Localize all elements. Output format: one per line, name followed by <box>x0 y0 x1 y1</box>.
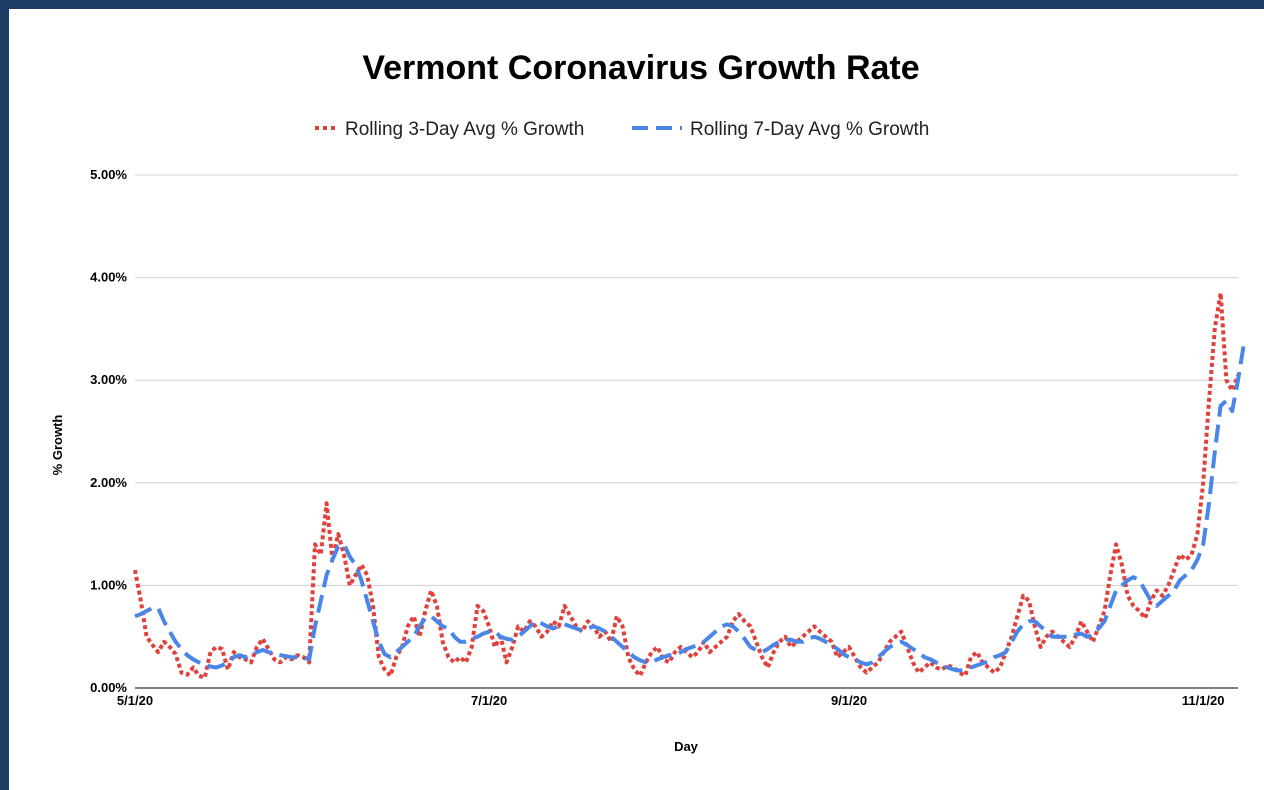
x-tick-label: 7/1/20 <box>471 693 507 708</box>
legend-label-7-day: Rolling 7-Day Avg % Growth <box>690 119 929 140</box>
legend: Rolling 3-Day Avg % Growth Rolling 7-Day… <box>315 119 929 140</box>
grid-lines <box>135 174 1238 586</box>
y-tick-label: 2.00% <box>90 475 127 490</box>
chart-frame: Vermont Coronavirus Growth Rate Rolling … <box>9 9 1264 790</box>
y-tick-label: 0.00% <box>90 680 127 695</box>
series-line-3-day <box>133 291 1240 680</box>
x-axis-title: Day <box>674 739 699 754</box>
series-line-7-day <box>134 343 1246 673</box>
x-axis-ticks: 5/1/20 7/1/20 9/1/20 11/1/20 <box>117 693 1225 708</box>
y-tick-label: 3.00% <box>90 372 127 387</box>
y-axis-ticks: 0.00% 1.00% 2.00% 3.00% 4.00% 5.00% <box>90 167 127 695</box>
line-chart: Vermont Coronavirus Growth Rate Rolling … <box>50 49 1246 754</box>
y-tick-label: 1.00% <box>90 577 127 592</box>
plot-area <box>133 291 1246 680</box>
y-axis-title: % Growth <box>50 415 65 476</box>
legend-label-3-day: Rolling 3-Day Avg % Growth <box>345 119 584 140</box>
y-tick-label: 4.00% <box>90 270 127 285</box>
x-tick-label: 11/1/20 <box>1182 693 1225 708</box>
y-tick-label: 5.00% <box>90 167 127 182</box>
chart-title: Vermont Coronavirus Growth Rate <box>362 49 919 87</box>
x-tick-label: 5/1/20 <box>117 693 153 708</box>
x-tick-label: 9/1/20 <box>831 693 867 708</box>
